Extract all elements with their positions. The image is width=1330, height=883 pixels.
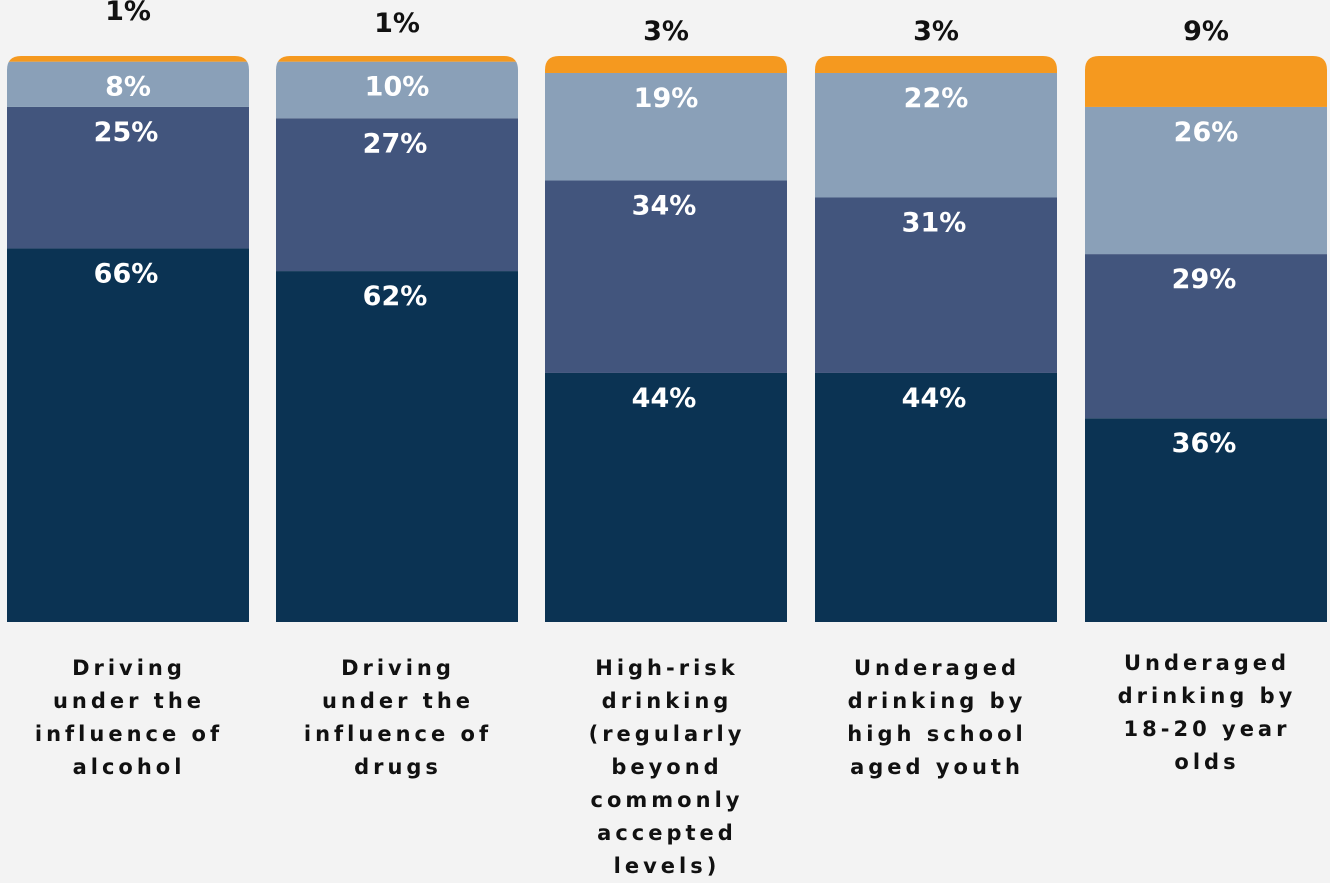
category-label-line: olds	[1174, 750, 1240, 774]
bar-3-value-label-bottom: 44%	[902, 383, 967, 414]
bar-0-segment-second	[7, 106, 249, 249]
category-label-line: 18-20 year	[1123, 717, 1291, 741]
bar-0-value-label-bottom: 66%	[94, 258, 159, 289]
category-label-line: drinking	[601, 689, 733, 713]
category-label-line: commonly	[590, 788, 744, 812]
bar-4-segment-bottom	[1085, 418, 1327, 622]
stacked-bar-chart: 66% 25% 8% 1% 62% 27% 10% 1% 44% 34% 19% 3% 44% 31% 22…	[7, 0, 1327, 622]
category-label-line: Underaged	[1123, 651, 1291, 675]
bar-1-value-label-second: 27%	[363, 128, 428, 159]
bar-3-value-label-third: 22%	[904, 83, 969, 114]
bar-3-value-label-second: 31%	[902, 208, 967, 239]
category-label-line: drinking by	[847, 689, 1027, 713]
bar-4-segment-second	[1085, 254, 1327, 419]
category-label-line: under the	[321, 689, 475, 713]
category-label-line: influence of	[303, 722, 493, 746]
category-label-line: under the	[52, 689, 206, 713]
bar-2-value-label-second: 34%	[632, 191, 697, 222]
category-label-line: Driving	[341, 656, 455, 680]
bar-0-value-label-second: 25%	[94, 117, 159, 148]
bar-2-segment-third	[545, 72, 787, 181]
bar-2-value-label-top: 3%	[643, 16, 689, 47]
bar-4: 36% 29% 26% 9%	[1085, 16, 1327, 622]
bar-1-value-label-third: 10%	[365, 72, 430, 103]
category-label-line: Driving	[72, 656, 186, 680]
bar-2-segment-bottom	[545, 372, 787, 622]
bar-0: 66% 25% 8% 1%	[7, 0, 249, 622]
category-label-line: aged youth	[850, 755, 1024, 779]
bar-4-segment-third	[1085, 106, 1327, 255]
category-label-line: accepted levels)	[597, 821, 737, 878]
category-label-2: High-risk drinking (regularly beyond commonl…	[545, 652, 789, 883]
bar-2-value-label-third: 19%	[634, 83, 699, 114]
bar-3-segment-second	[815, 197, 1057, 373]
category-label-line: influence of	[34, 722, 224, 746]
bar-0-value-label-third: 8%	[105, 72, 151, 103]
category-label-line: (regularly	[588, 722, 746, 746]
bar-0-segment-top	[7, 56, 249, 62]
bar-3-value-label-top: 3%	[913, 16, 959, 47]
bar-1-segment-bottom	[276, 271, 518, 622]
bar-2-segment-top	[545, 56, 787, 73]
category-label-line: alcohol	[72, 755, 186, 779]
bar-2-segment-second	[545, 180, 787, 373]
bar-1-value-label-bottom: 62%	[363, 281, 428, 312]
category-label-3: Underaged drinking by high school aged yout…	[815, 652, 1059, 784]
bar-4-segment-top	[1085, 56, 1327, 107]
category-label-line: high school	[847, 722, 1027, 746]
bar-2-value-label-bottom: 44%	[632, 383, 697, 414]
bar-0-segment-third	[7, 61, 249, 107]
category-label-line: drugs	[354, 755, 442, 779]
bar-4-value-label-top: 9%	[1183, 16, 1229, 47]
bar-1-segment-second	[276, 118, 518, 272]
category-label-line: High-risk	[595, 656, 739, 680]
bar-1-segment-top	[276, 56, 518, 62]
bar-3-segment-bottom	[815, 372, 1057, 622]
category-label-line: drinking by	[1117, 684, 1297, 708]
bar-3-segment-third	[815, 72, 1057, 198]
category-label-0: Driving under the influence of alcohol	[7, 652, 251, 784]
bar-0-value-label-top: 1%	[105, 0, 151, 27]
bar-3: 44% 31% 22% 3%	[815, 16, 1057, 622]
category-label-1: Driving under the influence of drugs	[276, 652, 520, 784]
bar-1: 62% 27% 10% 1%	[276, 8, 518, 622]
bar-4-value-label-second: 29%	[1172, 264, 1237, 295]
bar-4-value-label-third: 26%	[1174, 117, 1239, 148]
bar-1-segment-third	[276, 61, 518, 119]
category-label-4: Underaged drinking by 18-20 year olds	[1085, 647, 1329, 779]
category-label-line: beyond	[611, 755, 723, 779]
bar-2: 44% 34% 19% 3%	[545, 16, 787, 622]
bar-3-segment-top	[815, 56, 1057, 73]
bar-1-value-label-top: 1%	[374, 8, 420, 39]
category-label-line: Underaged	[853, 656, 1021, 680]
bar-4-value-label-bottom: 36%	[1172, 428, 1237, 459]
bar-0-segment-bottom	[7, 248, 249, 622]
